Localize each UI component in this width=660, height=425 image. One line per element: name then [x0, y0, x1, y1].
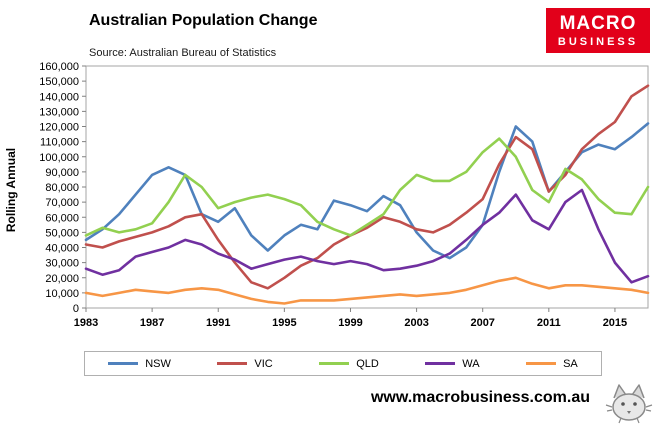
legend-label-vic: VIC — [254, 357, 273, 370]
legend-swatch-nsw — [108, 362, 139, 365]
series-line-vic — [84, 84, 650, 290]
x-tick-label: 1999 — [338, 317, 362, 329]
legend-item-wa: WA — [425, 357, 480, 370]
y-tick-label: 130,000 — [39, 106, 79, 118]
y-tick-label: 150,000 — [39, 76, 79, 88]
x-tick-label: 1995 — [272, 317, 296, 329]
lynx-logo — [605, 384, 653, 424]
chart-legend: NSW VIC QLD WA SA — [84, 351, 602, 376]
y-tick-label: 120,000 — [39, 122, 79, 134]
legend-label-qld: QLD — [356, 357, 379, 370]
y-tick-label: 110,000 — [40, 137, 79, 149]
y-axis-title-text: Rolling Annual — [4, 147, 18, 233]
x-tick-label: 1983 — [74, 317, 98, 329]
y-tick-label: 0 — [73, 303, 79, 315]
population-line-chart: 0 10,000 20,000 30,000 40,000 50,000 60,000 70,… — [39, 61, 650, 329]
y-tick-label: 30,000 — [45, 258, 79, 270]
chart-title: Australian Population Change — [89, 12, 318, 29]
legend-swatch-qld — [319, 362, 350, 365]
macrobusiness-logo: MACRO BUSINESS — [546, 8, 650, 53]
legend-label-wa: WA — [462, 357, 480, 370]
x-tick-label: 1987 — [140, 317, 164, 329]
legend-label-nsw: NSW — [145, 357, 171, 370]
legend-item-vic: VIC — [217, 357, 273, 370]
series-line-qld — [84, 137, 650, 237]
logo-line-2: BUSINESS — [557, 35, 639, 48]
legend-item-nsw: NSW — [108, 358, 171, 370]
y-tick-label: 40,000 — [45, 243, 79, 255]
y-tick-label: 60,000 — [45, 212, 79, 224]
legend-label-sa: SA — [563, 357, 578, 370]
y-tick-label: 90,000 — [45, 167, 79, 179]
y-tick-label: 50,000 — [45, 227, 79, 239]
plot-border — [85, 65, 649, 309]
y-tick-label: 20,000 — [45, 273, 79, 285]
x-tick-label: 2007 — [470, 317, 494, 329]
x-tick-label: 2015 — [603, 317, 627, 329]
series-line-sa — [84, 276, 650, 305]
y-tick-label: 100,000 — [39, 152, 79, 164]
x-tick-label: 2003 — [404, 317, 428, 329]
logo-line-1: MACRO — [559, 12, 637, 34]
legend-swatch-sa — [526, 362, 557, 365]
legend-item-sa: SA — [526, 358, 578, 370]
y-tick-label: 140,000 — [39, 91, 79, 103]
y-tick-label: 160,000 — [39, 61, 79, 73]
website-url: www.macrobusiness.com.au — [370, 389, 590, 406]
series-line-wa — [84, 188, 650, 284]
legend-swatch-wa — [425, 362, 456, 365]
x-tick-label: 2011 — [537, 317, 561, 329]
y-tick-label: 70,000 — [45, 197, 79, 209]
x-tick-label: 1991 — [206, 317, 230, 329]
source-text: Source: Australian Bureau of Statistics — [89, 47, 277, 59]
series-line-nsw — [84, 122, 650, 260]
y-tick-label: 80,000 — [45, 182, 79, 194]
y-tick-label: 10,000 — [45, 288, 79, 300]
legend-item-qld: QLD — [319, 358, 379, 370]
legend-swatch-vic — [217, 362, 248, 365]
